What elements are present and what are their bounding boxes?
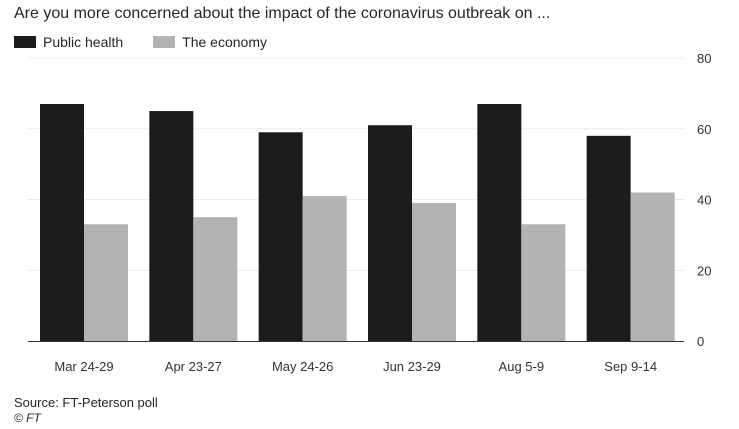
bar-the-economy-3 [412,203,456,341]
bar-the-economy-1 [193,217,238,341]
bar-public-health-0 [40,103,84,341]
x-tick-label-3: Jun 23-29 [383,359,441,374]
bar-the-economy-4 [521,224,566,341]
bar-public-health-1 [149,111,194,341]
x-tick-label-4: Aug 5-9 [499,359,545,374]
bar-the-economy-0 [84,224,128,341]
legend-label-public-health: Public health [43,34,124,50]
legend-swatch-public-health [14,36,36,48]
y-tick-label-60: 60 [697,122,711,137]
legend-item-the-economy: The economy [153,34,267,50]
bar-public-health-2 [258,132,303,341]
y-tick-label-20: 20 [697,263,711,278]
bar-public-health-4 [477,103,522,341]
legend-label-the-economy: The economy [182,34,267,50]
legend: Public health The economy [14,34,297,50]
y-tick-label-0: 0 [697,334,704,349]
x-tick-label-2: May 24-26 [272,359,333,374]
y-tick-label-80: 80 [697,51,711,66]
x-tick-label-1: Apr 23-27 [165,359,222,374]
source-note: Source: FT-Peterson poll [14,395,158,410]
x-tick-label-5: Sep 9-14 [604,359,657,374]
bar-public-health-5 [586,135,631,341]
bar-the-economy-2 [302,195,347,341]
x-tick-label-0: Mar 24-29 [54,359,113,374]
chart-title: Are you more concerned about the impact … [14,5,551,22]
legend-item-public-health: Public health [14,34,123,50]
bar-the-economy-5 [630,192,675,341]
bar-public-health-3 [368,125,412,342]
legend-swatch-the-economy [153,36,176,48]
y-tick-label-40: 40 [697,193,711,208]
copyright-note: © FT [14,411,41,425]
